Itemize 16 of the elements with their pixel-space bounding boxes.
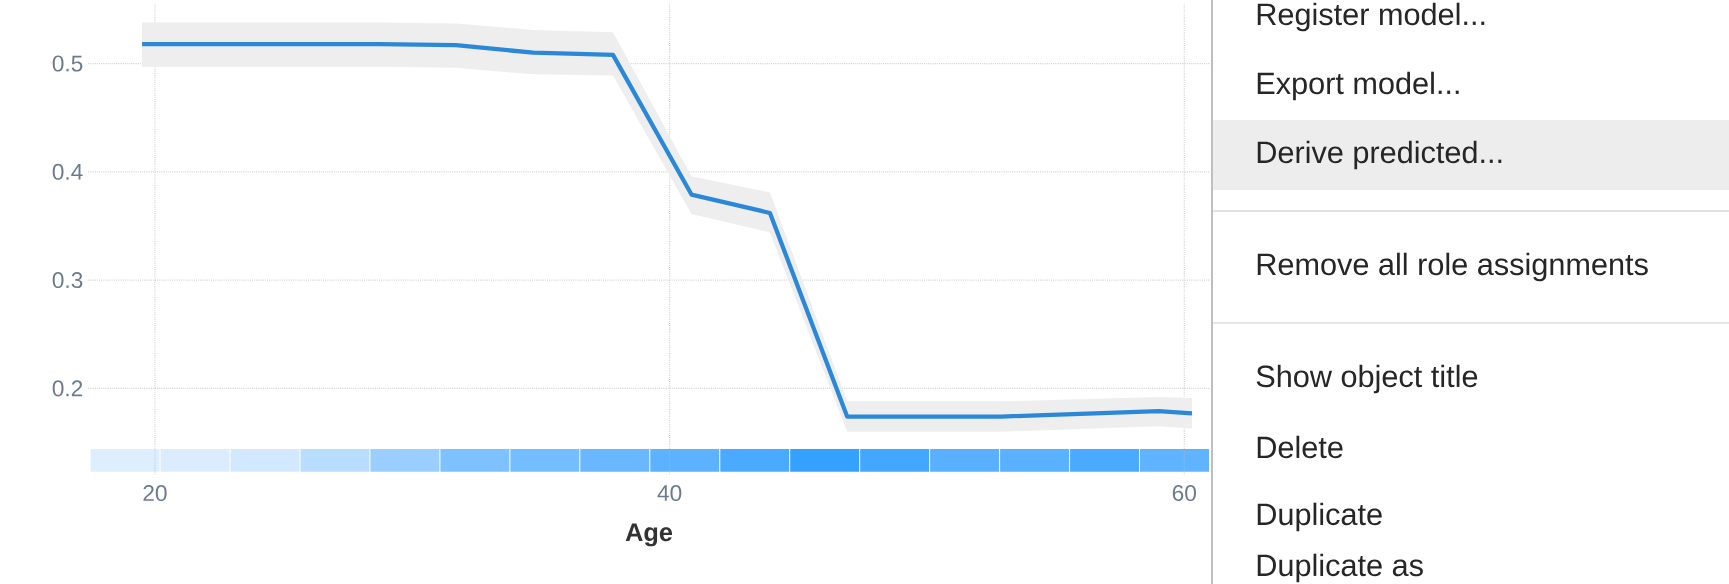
- text: Derive predicted...: [1257, 140, 1502, 170]
- text: Show object title: [1256, 364, 1478, 394]
- text: Export model...: [1257, 71, 1459, 101]
- y-tick-label: 0.3: [52, 272, 83, 289]
- y-tick-label: 0.5: [52, 55, 83, 72]
- text: Delete: [1257, 435, 1343, 459]
- x-tick-label: 40: [657, 485, 682, 502]
- text: Remove all role assignments: [1257, 252, 1648, 282]
- text: Duplicate as: [1257, 553, 1423, 583]
- y-tick-label: 0.2: [52, 380, 83, 397]
- x-tick-label: 20: [143, 485, 167, 502]
- x-tick-label: 60: [1172, 485, 1196, 502]
- y-tick-label: 0.4: [52, 163, 83, 180]
- x-axis-title: Age: [625, 523, 673, 547]
- text: Register model...: [1257, 2, 1485, 32]
- text: Duplicate: [1257, 502, 1382, 532]
